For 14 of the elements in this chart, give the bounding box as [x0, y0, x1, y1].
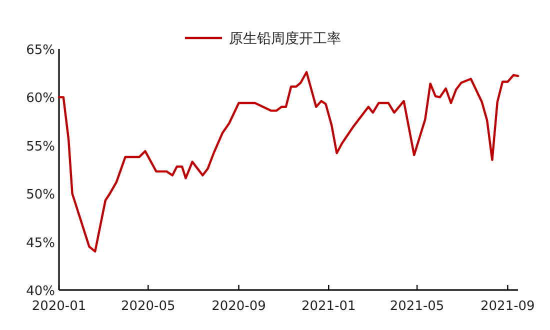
- x-tick-label: 2020-09: [212, 299, 266, 314]
- y-tick-label: 40%: [26, 284, 55, 299]
- y-tick-label: 55%: [26, 139, 55, 154]
- y-tick-label: 45%: [26, 236, 55, 251]
- y-tick-label: 50%: [26, 188, 55, 203]
- x-tick-label: 2021-09: [480, 299, 535, 314]
- x-tick-label: 2021-05: [390, 299, 444, 314]
- x-tick-label: 2020-01: [32, 299, 86, 314]
- y-tick-label: 60%: [26, 91, 55, 106]
- legend-label: 原生铅周度开工率: [229, 31, 341, 47]
- legend: 原生铅周度开工率: [185, 31, 341, 47]
- x-tick-label: 2020-05: [120, 299, 176, 314]
- x-tick-label: 2021-01: [301, 299, 356, 314]
- y-tick-label: 65%: [26, 43, 55, 58]
